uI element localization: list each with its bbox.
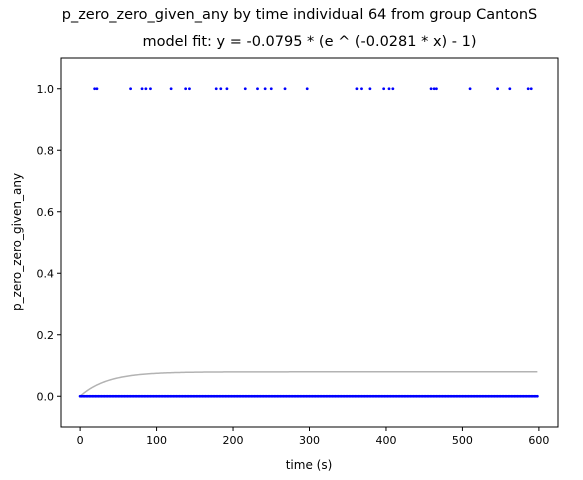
data-point	[391, 87, 395, 91]
data-point	[360, 87, 363, 91]
data-point	[188, 87, 191, 91]
plot-frame	[60, 57, 559, 428]
y-tick-label: 0.2	[37, 329, 55, 342]
y-tick-label: 0.8	[37, 144, 55, 157]
data-point	[184, 87, 188, 91]
data-point	[355, 87, 359, 91]
data-point	[269, 87, 273, 91]
data-point	[508, 87, 512, 91]
x-axis-label: time (s)	[286, 458, 333, 472]
data-point	[535, 394, 539, 398]
data-point	[219, 87, 223, 91]
fit-curve	[79, 371, 538, 397]
data-point	[95, 87, 99, 91]
y-tick-label: 1.0	[37, 83, 55, 96]
x-tick-label: 0	[77, 434, 84, 447]
fit-curve-layer	[79, 371, 538, 397]
data-point	[432, 87, 436, 91]
data-point	[305, 87, 309, 91]
data-point	[496, 87, 499, 91]
y-tick-label: 0.4	[37, 267, 55, 280]
chart-title: p_zero_zero_given_any by time individual…	[61, 7, 538, 23]
y-axis-label: p_zero_zero_given_any	[10, 173, 24, 311]
data-point	[225, 87, 229, 91]
x-axis-ticks: 0 100 200 300 400 500 600	[77, 427, 549, 447]
x-tick-label: 300	[299, 434, 320, 447]
x-tick-label: 100	[146, 434, 167, 447]
data-point	[529, 87, 533, 91]
data-point	[93, 87, 97, 91]
data-point	[144, 87, 148, 91]
chart-subtitle: model fit: y = -0.0795 * (e ^ (-0.0281 *…	[142, 34, 477, 50]
data-point	[243, 87, 247, 91]
data-point	[429, 87, 433, 91]
x-tick-label: 400	[375, 434, 396, 447]
data-point	[140, 87, 144, 91]
data-point	[214, 87, 218, 91]
x-tick-label: 500	[452, 434, 473, 447]
data-point	[368, 87, 372, 91]
points-layer	[78, 87, 539, 398]
y-tick-label: 0.0	[37, 390, 55, 403]
data-point	[149, 87, 152, 91]
data-point	[387, 87, 391, 91]
data-point	[435, 87, 438, 91]
x-tick-label: 600	[528, 434, 549, 447]
y-axis-ticks: 0.0 0.2 0.4 0.6 0.8 1.0	[37, 83, 61, 403]
x-tick-label: 200	[223, 434, 244, 447]
data-point	[129, 87, 132, 91]
data-point	[263, 87, 267, 91]
data-point	[382, 87, 386, 91]
data-point	[283, 87, 287, 91]
data-point	[468, 87, 472, 91]
data-point	[169, 87, 173, 91]
y-tick-label: 0.6	[37, 206, 55, 219]
data-point	[526, 87, 530, 91]
data-point	[256, 87, 259, 91]
